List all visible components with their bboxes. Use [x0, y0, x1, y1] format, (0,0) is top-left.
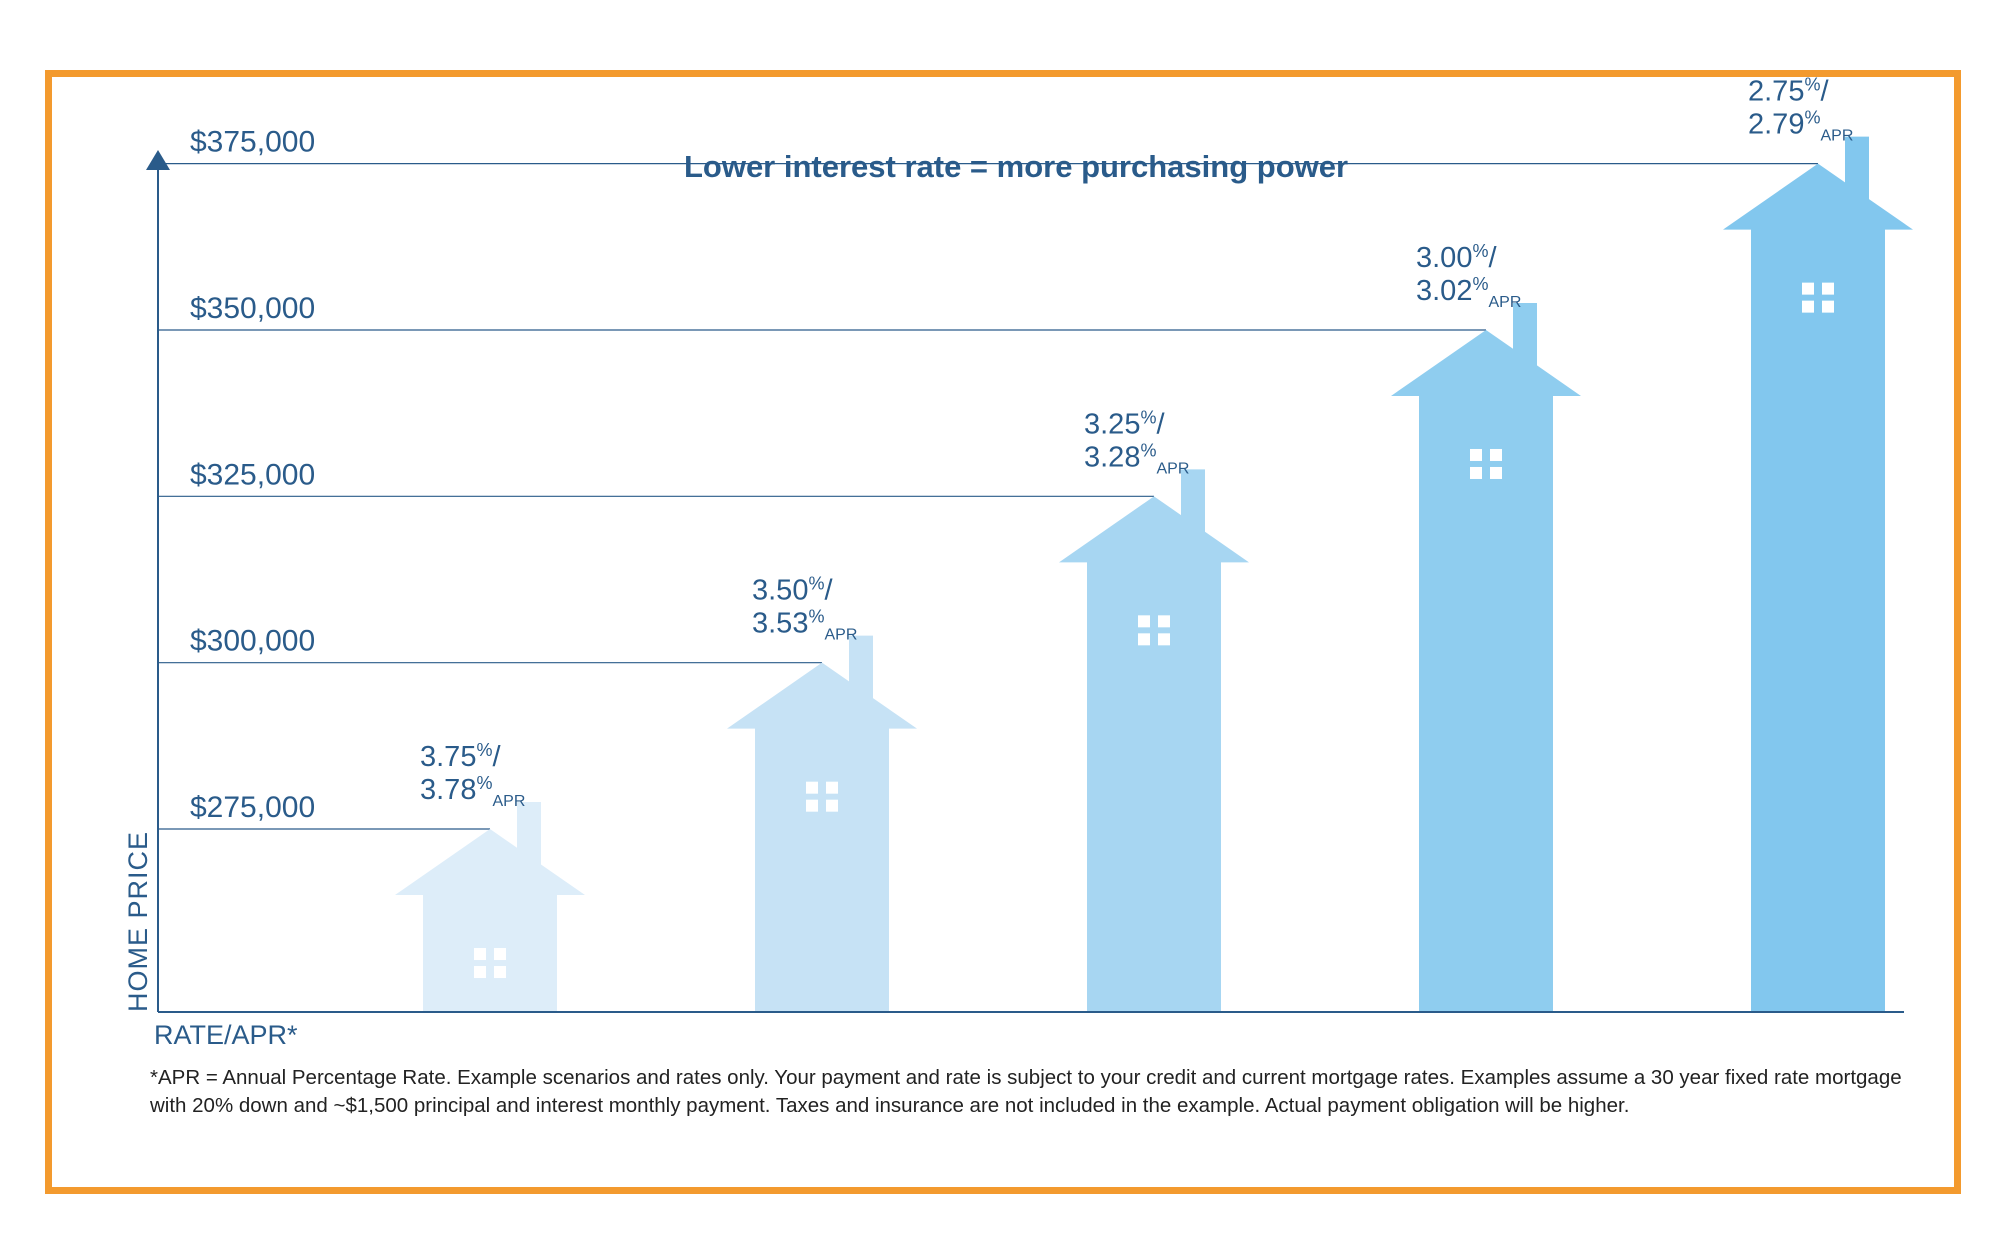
apr-label: 3.53%APR	[752, 607, 857, 644]
window-pane	[1802, 300, 1814, 313]
window-pane	[1802, 282, 1814, 295]
window-pane	[1158, 615, 1170, 628]
window-pane	[494, 966, 506, 979]
window-pane	[494, 948, 506, 961]
y-tick-label: $300,000	[190, 625, 315, 658]
apr-label: 3.28%APR	[1084, 440, 1189, 477]
rate-label: 3.75%/	[420, 740, 501, 773]
footnote: *APR = Annual Percentage Rate. Example s…	[150, 1066, 1902, 1117]
window-pane	[1822, 300, 1834, 313]
y-axis-ticks: $275,000 $300,000 $325,000 $350,000 $375,000	[158, 126, 1818, 830]
y-axis-label: HOME PRICE	[123, 831, 153, 1012]
window-pane	[1470, 448, 1482, 461]
window-pane	[1138, 633, 1150, 646]
window-pane	[826, 799, 838, 812]
window-pane	[1490, 466, 1502, 479]
chart-title: Lower interest rate = more purchasing po…	[684, 149, 1348, 184]
house-bar: 2.75%/2.79%APR	[1723, 75, 1913, 1012]
house-shape	[1391, 302, 1581, 1012]
window-pane	[826, 781, 838, 794]
window-pane	[1822, 282, 1834, 295]
y-axis-arrow-icon	[146, 150, 170, 170]
house-shape	[395, 802, 585, 1012]
window-pane	[806, 799, 818, 812]
window-pane	[474, 966, 486, 979]
house-shape	[1723, 136, 1913, 1012]
rate-label: 3.00%/	[1416, 241, 1497, 274]
rate-label: 2.75%/	[1748, 75, 1829, 108]
rate-label: 3.25%/	[1084, 407, 1165, 440]
house-bar: 3.75%/3.78%APR	[395, 740, 585, 1012]
house-bar: 3.50%/3.53%APR	[727, 574, 917, 1012]
house-bar: 3.25%/3.28%APR	[1059, 407, 1249, 1013]
y-tick-label: $350,000	[190, 292, 315, 325]
apr-label: 3.78%APR	[420, 773, 525, 810]
x-axis-label: RATE/APR*	[154, 1020, 298, 1050]
window-pane	[474, 948, 486, 961]
y-tick-label: $325,000	[190, 458, 315, 491]
house-shape	[727, 635, 917, 1012]
window-pane	[806, 781, 818, 794]
y-tick-label: $275,000	[190, 791, 315, 824]
window-pane	[1158, 633, 1170, 646]
window-pane	[1470, 466, 1482, 479]
apr-label: 3.02%APR	[1416, 274, 1521, 311]
apr-label: 2.79%APR	[1748, 108, 1853, 145]
house-bar: 3.00%/3.02%APR	[1391, 241, 1581, 1012]
window-pane	[1138, 615, 1150, 628]
house-shape	[1059, 469, 1249, 1013]
rate-label: 3.50%/	[752, 574, 833, 607]
plot-area: 3.75%/3.78%APR 3.50%/3.53%APR 3.25%/3.28%A…	[395, 75, 1913, 1013]
y-tick-label: $375,000	[190, 126, 315, 159]
window-pane	[1490, 448, 1502, 461]
chart-frame	[45, 70, 1961, 1194]
